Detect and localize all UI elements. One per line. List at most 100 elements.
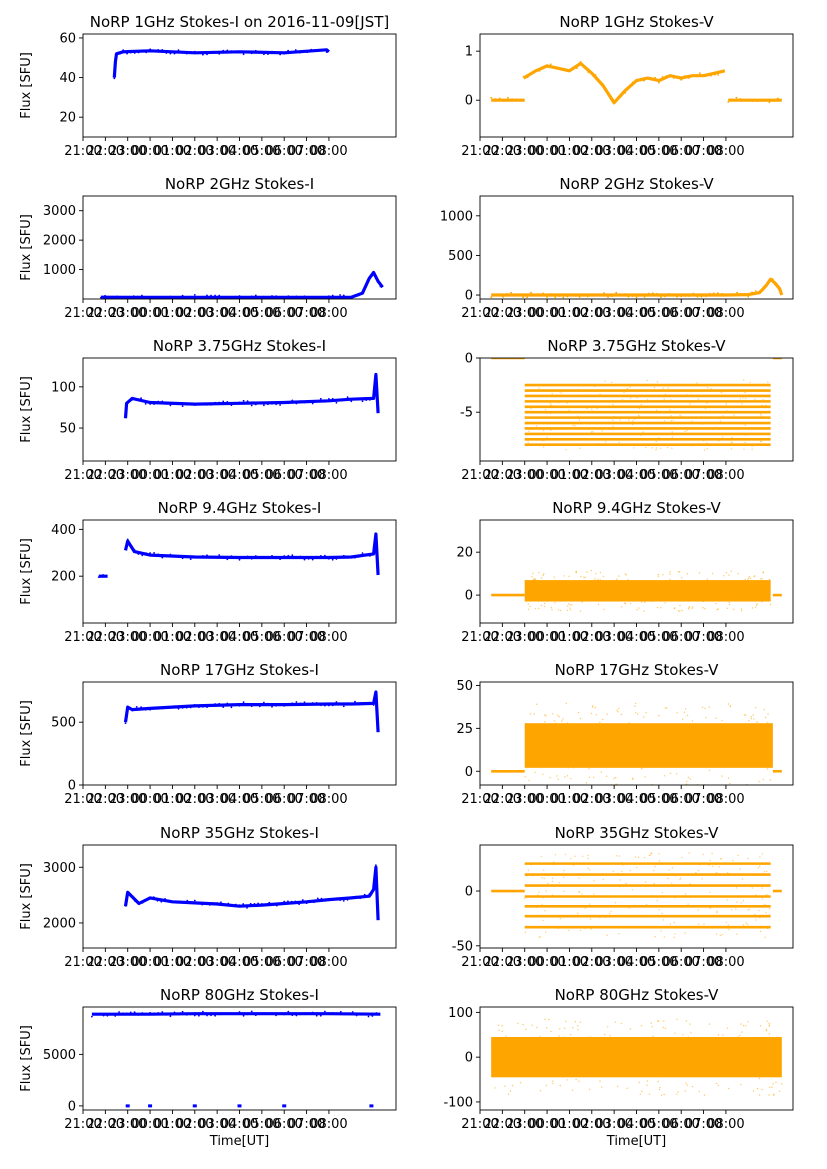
data-point bbox=[258, 557, 261, 559]
data-point bbox=[91, 1015, 93, 1018]
data-point bbox=[641, 766, 643, 768]
data-point bbox=[319, 555, 322, 557]
data-point bbox=[125, 715, 128, 717]
panel-title: NoRP 3.75GHz Stokes-V bbox=[547, 337, 726, 355]
data-point bbox=[263, 701, 265, 704]
data-point bbox=[740, 749, 743, 752]
data-point bbox=[601, 1058, 604, 1060]
data-point bbox=[544, 1018, 546, 1020]
data-point bbox=[711, 865, 714, 868]
data-point bbox=[104, 294, 106, 297]
data-point bbox=[594, 578, 596, 580]
data-point bbox=[586, 571, 588, 573]
data-point bbox=[765, 734, 767, 737]
data-point bbox=[582, 443, 585, 445]
data-point bbox=[541, 439, 543, 442]
x-tick-label: 22:00 bbox=[484, 1117, 521, 1132]
data-point bbox=[534, 771, 536, 773]
data-point bbox=[376, 552, 378, 555]
data-point bbox=[716, 609, 718, 611]
panel-title: NoRP 17GHz Stokes-I bbox=[160, 661, 319, 679]
data-point bbox=[757, 867, 760, 869]
data-point bbox=[536, 1026, 538, 1029]
data-point bbox=[551, 894, 554, 896]
data-point bbox=[620, 1069, 622, 1072]
data-point bbox=[644, 1075, 646, 1077]
data-point bbox=[173, 402, 176, 404]
data-point bbox=[598, 81, 601, 83]
data-point bbox=[671, 436, 674, 438]
data-point bbox=[605, 785, 606, 786]
data-point bbox=[564, 69, 567, 72]
data-point bbox=[579, 929, 582, 932]
data-point bbox=[695, 742, 697, 744]
data-point bbox=[502, 296, 505, 298]
data-point bbox=[301, 899, 304, 901]
data-point bbox=[538, 293, 540, 296]
data-point bbox=[573, 767, 575, 769]
y-tick-label: 3000 bbox=[43, 204, 76, 219]
data-point bbox=[254, 555, 257, 557]
data-point bbox=[634, 418, 636, 420]
data-point bbox=[654, 738, 657, 740]
data-point bbox=[776, 97, 779, 100]
data-point bbox=[727, 703, 730, 705]
data-point bbox=[218, 401, 221, 404]
data-point bbox=[647, 292, 650, 295]
data-point bbox=[685, 748, 687, 751]
data-point bbox=[708, 769, 711, 772]
data-point bbox=[668, 1073, 670, 1076]
data-point bbox=[718, 1040, 721, 1043]
data-point bbox=[645, 881, 647, 883]
y-tick-label: 200 bbox=[51, 570, 76, 585]
data-point bbox=[153, 552, 156, 554]
x-tick-label: 05:00 bbox=[243, 306, 280, 321]
data-point bbox=[587, 1065, 590, 1067]
data-point bbox=[145, 1012, 148, 1015]
data-point bbox=[350, 702, 353, 705]
data-point bbox=[502, 100, 505, 102]
data-point bbox=[669, 578, 671, 581]
data-point bbox=[501, 1037, 503, 1039]
data-point bbox=[601, 416, 604, 418]
data-point bbox=[706, 402, 708, 404]
data-point bbox=[574, 595, 576, 597]
x-tick-label: 23:00 bbox=[506, 144, 543, 159]
data-point bbox=[741, 1031, 743, 1033]
x-tick-label: 00:00 bbox=[131, 792, 168, 807]
data-point bbox=[706, 75, 709, 77]
axes-frame bbox=[479, 519, 794, 624]
data-point bbox=[557, 1044, 559, 1046]
data-point bbox=[342, 398, 345, 401]
data-point bbox=[697, 869, 700, 872]
data-point bbox=[776, 284, 779, 287]
data-point bbox=[748, 576, 751, 578]
data-point bbox=[536, 425, 538, 427]
data-point bbox=[742, 1024, 745, 1027]
x-tick-label: 05:00 bbox=[243, 792, 280, 807]
data-point bbox=[650, 725, 652, 727]
y-tick-label: 60 bbox=[59, 31, 76, 46]
data-point bbox=[750, 717, 753, 720]
data-point bbox=[576, 1042, 579, 1045]
x-tick-label: 04:00 bbox=[221, 144, 258, 159]
data-point bbox=[708, 1023, 711, 1025]
data-point bbox=[634, 856, 637, 858]
data-point bbox=[550, 404, 552, 406]
data-point bbox=[572, 424, 574, 427]
data-point bbox=[574, 1073, 576, 1075]
data-point bbox=[637, 713, 639, 715]
data-point bbox=[697, 398, 700, 400]
data-point bbox=[567, 736, 569, 738]
panel-9: NoRP 17GHz Stokes-V0255021:0022:0023:000… bbox=[456, 661, 794, 807]
data-point bbox=[283, 555, 286, 557]
data-point bbox=[755, 438, 757, 440]
data-point bbox=[368, 276, 371, 279]
data-point bbox=[646, 916, 649, 918]
data-point bbox=[625, 592, 627, 594]
data-point bbox=[324, 554, 326, 557]
data-point bbox=[267, 702, 269, 705]
data-point bbox=[716, 1037, 719, 1039]
x-tick-label: 22:00 bbox=[484, 792, 521, 807]
data-point bbox=[691, 720, 694, 722]
